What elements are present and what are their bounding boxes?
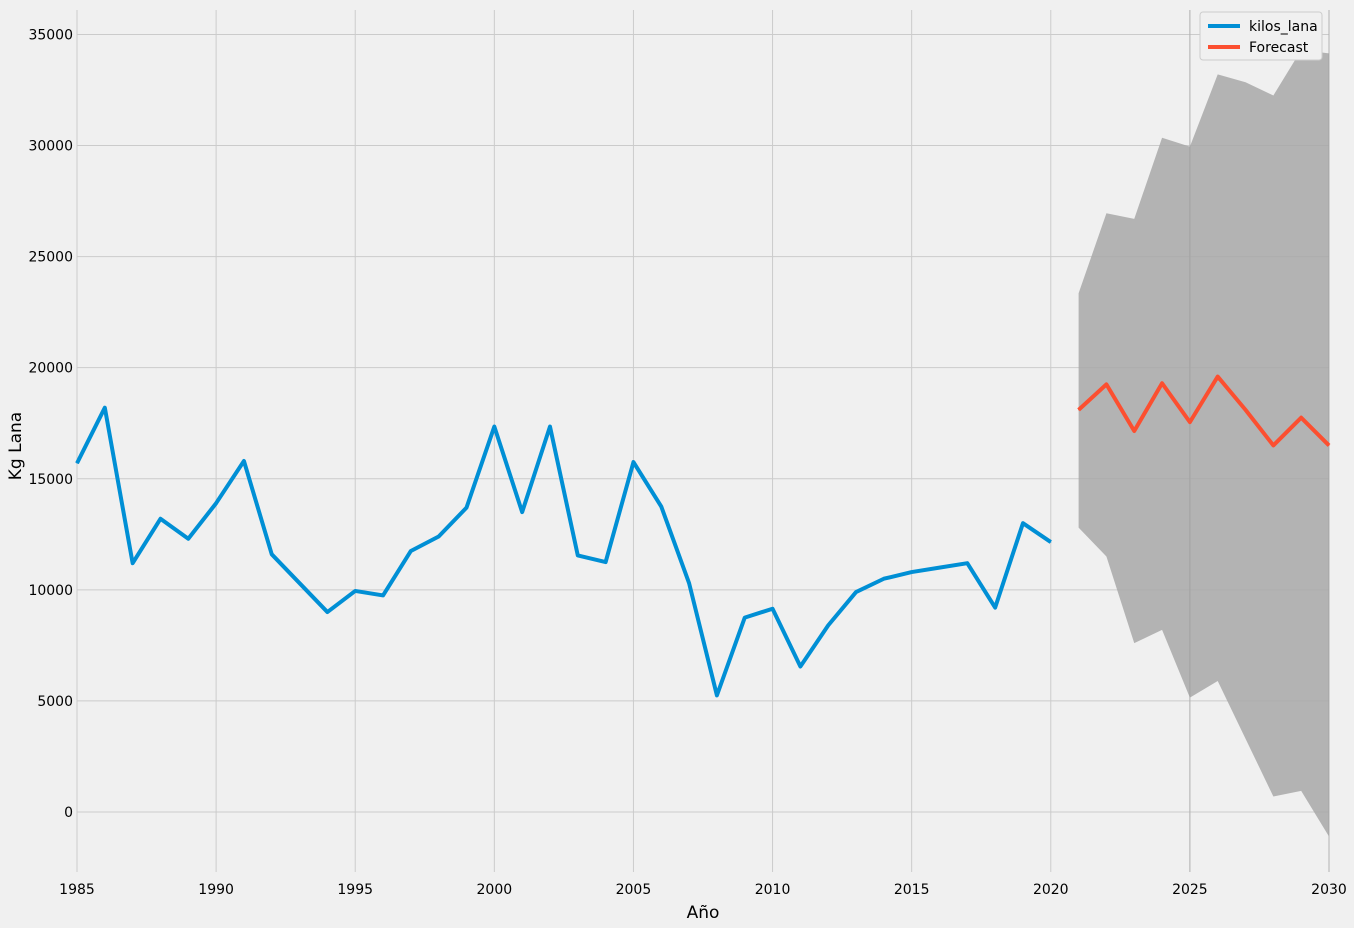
data-point-0-1992: [271, 553, 273, 555]
x-tick-label-1990: 1990: [198, 882, 234, 898]
x-tick-label-1995: 1995: [337, 882, 373, 898]
data-point-0-2016: [938, 567, 940, 569]
legend-label-forecast: Forecast: [1249, 40, 1309, 56]
data-point-0-1988: [159, 518, 161, 520]
data-point-0-2006: [660, 506, 662, 508]
data-point-0-2020: [1050, 541, 1052, 543]
data-point-0-1996: [382, 594, 384, 596]
data-point-0-1998: [438, 536, 440, 538]
data-point-1-2026: [1217, 376, 1219, 378]
data-point-1-2030: [1328, 444, 1330, 446]
x-tick-label-2025: 2025: [1172, 882, 1208, 898]
data-point-1-2021: [1078, 409, 1080, 411]
data-point-0-2015: [911, 571, 913, 573]
data-point-0-1985: [76, 462, 78, 464]
series-line-kilos-lana: [75, 405, 1052, 698]
data-point-1-2023: [1133, 430, 1135, 432]
y-tick-label-30000: 30000: [28, 139, 73, 155]
data-point-0-1986: [104, 407, 106, 409]
data-point-0-2019: [1022, 522, 1024, 524]
series-lines: [75, 374, 1331, 698]
y-tick-label-15000: 15000: [28, 472, 73, 488]
data-point-0-2003: [577, 554, 579, 556]
data-point-0-2014: [883, 578, 885, 580]
data-point-0-1989: [187, 538, 189, 540]
data-point-0-2017: [966, 562, 968, 564]
y-tick-label-20000: 20000: [28, 361, 73, 377]
x-axis-label: Año: [687, 903, 720, 923]
data-point-0-2001: [521, 511, 523, 513]
data-point-0-2008: [716, 694, 718, 696]
confidence-band: [1078, 49, 1329, 837]
legend-label-kilos-lana: kilos_lana: [1249, 19, 1318, 35]
data-point-0-2000: [493, 426, 495, 428]
data-point-0-1990: [215, 502, 217, 504]
series-line-forecast: [1077, 374, 1331, 448]
data-point-0-1987: [132, 562, 134, 564]
x-tick-label-2030: 2030: [1311, 882, 1347, 898]
data-point-0-2007: [688, 582, 690, 584]
data-point-1-2027: [1245, 409, 1247, 411]
data-point-0-2005: [632, 461, 634, 463]
y-tick-label-5000: 5000: [37, 694, 73, 710]
data-point-0-1993: [299, 582, 301, 584]
data-point-0-2004: [605, 561, 607, 563]
y-axis-label: Kg Lana: [6, 412, 26, 480]
confidence-interval: [1078, 10, 1330, 872]
data-point-0-2011: [799, 665, 801, 667]
data-point-1-2024: [1161, 382, 1163, 384]
data-point-0-2009: [744, 617, 746, 619]
data-point-0-2010: [772, 608, 774, 610]
x-tick-label-2010: 2010: [755, 882, 791, 898]
x-axis-ticks: 1985 1990 1995 2000 2005 2010 2015 2020 2025 2030: [59, 882, 1347, 898]
data-point-0-1991: [243, 460, 245, 462]
y-tick-label-25000: 25000: [28, 250, 73, 266]
x-tick-label-1985: 1985: [59, 882, 95, 898]
data-point-1-2029: [1300, 417, 1302, 419]
y-tick-label-35000: 35000: [28, 27, 73, 43]
data-point-0-2013: [855, 591, 857, 593]
data-point-0-2012: [827, 624, 829, 626]
data-point-0-2018: [994, 607, 996, 609]
data-point-0-2002: [549, 426, 551, 428]
data-point-1-2028: [1272, 444, 1274, 446]
y-axis-ticks: 0 5000 10000 15000 20000 25000 30000 35000: [28, 27, 73, 821]
data-point-1-2022: [1105, 383, 1107, 385]
x-tick-label-2000: 2000: [477, 882, 513, 898]
data-point-0-1999: [466, 507, 468, 509]
data-point-0-1997: [410, 550, 412, 552]
data-point-0-1995: [354, 590, 356, 592]
y-tick-label-10000: 10000: [28, 583, 73, 599]
y-tick-label-0: 0: [64, 805, 73, 821]
x-tick-label-2020: 2020: [1033, 882, 1069, 898]
x-tick-label-2015: 2015: [894, 882, 930, 898]
data-point-1-2025: [1189, 421, 1191, 423]
legend: kilos_lana Forecast: [1199, 11, 1323, 61]
data-point-0-1994: [326, 611, 328, 613]
x-tick-label-2005: 2005: [616, 882, 652, 898]
